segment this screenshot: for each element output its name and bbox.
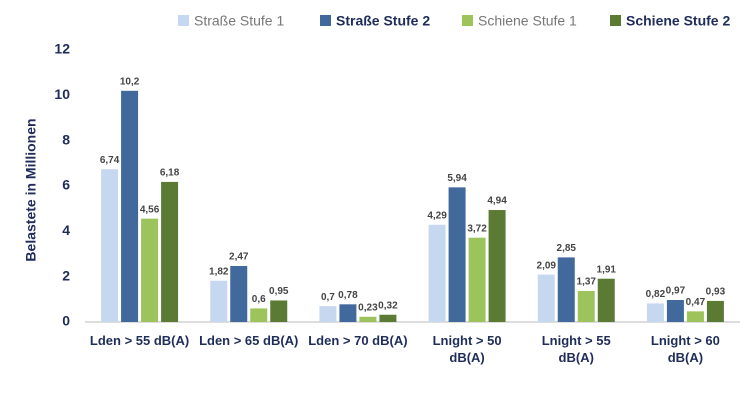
x-tick-label: Lnight > 60 dB(A) xyxy=(650,333,720,365)
bar xyxy=(161,181,179,322)
bar xyxy=(428,224,446,322)
bar xyxy=(557,257,575,322)
data-label: 0,97 xyxy=(666,286,686,297)
data-label: 4,29 xyxy=(427,210,447,221)
legend-label: Schiene Stufe 2 xyxy=(626,13,730,29)
bar xyxy=(597,278,615,322)
bar xyxy=(646,303,664,322)
y-tick-label: 8 xyxy=(62,131,70,147)
bar xyxy=(270,300,288,322)
bar xyxy=(250,308,268,322)
y-axis-label: Belastete in Millionen xyxy=(23,118,39,261)
data-label: 0,23 xyxy=(358,302,378,313)
x-tick-label: Lnight > 50 dB(A) xyxy=(432,333,502,365)
bar xyxy=(210,280,228,322)
legend-label: Straße Stufe 1 xyxy=(194,13,284,29)
x-tick-label: Lden > 70 dB(A) xyxy=(308,333,408,348)
bar xyxy=(141,218,159,322)
data-label: 0,93 xyxy=(706,287,726,298)
data-label: 10,2 xyxy=(120,76,140,87)
data-label: 4,56 xyxy=(140,204,160,215)
bar xyxy=(488,210,506,322)
x-tick-label: Lden > 65 dB(A) xyxy=(199,333,299,348)
data-label: 2,09 xyxy=(537,260,557,271)
bar xyxy=(577,290,595,322)
legend-label: Straße Stufe 2 xyxy=(336,13,430,29)
bar xyxy=(706,300,724,322)
bar xyxy=(686,311,704,322)
bar xyxy=(379,314,397,322)
legend-swatch xyxy=(610,15,621,26)
data-label: 6,18 xyxy=(160,168,180,179)
bar xyxy=(230,266,248,322)
data-label: 6,74 xyxy=(100,155,120,166)
y-tick-label: 0 xyxy=(62,313,70,329)
data-label: 1,91 xyxy=(597,264,617,275)
data-label: 0,7 xyxy=(321,292,335,303)
legend-swatch xyxy=(178,15,189,26)
data-label: 4,94 xyxy=(487,196,507,207)
bar xyxy=(339,304,357,322)
bar xyxy=(319,306,337,322)
y-tick-label: 2 xyxy=(62,267,70,283)
legend-label: Schiene Stufe 1 xyxy=(478,13,577,29)
bar xyxy=(101,169,119,322)
bar xyxy=(121,90,139,322)
data-label: 2,85 xyxy=(557,243,577,254)
data-label: 0,32 xyxy=(378,300,398,311)
data-label: 3,72 xyxy=(467,223,487,234)
y-tick-label: 10 xyxy=(54,86,70,102)
x-tick-label: Lden > 55 dB(A) xyxy=(89,333,190,348)
bar xyxy=(666,300,684,322)
bar xyxy=(537,274,555,322)
data-label: 1,37 xyxy=(577,277,597,288)
data-label: 0,47 xyxy=(686,297,706,308)
bar xyxy=(359,316,377,322)
data-label: 0,6 xyxy=(252,294,266,305)
bar xyxy=(448,187,466,322)
x-tick-label: Lnight > 55 dB(A) xyxy=(541,333,611,365)
y-tick-label: 4 xyxy=(62,222,70,238)
y-tick-label: 12 xyxy=(54,41,70,57)
data-label: 1,82 xyxy=(209,266,229,277)
legend-swatch xyxy=(320,15,331,26)
legend-swatch xyxy=(462,15,473,26)
data-label: 5,94 xyxy=(447,173,467,184)
data-label: 0,95 xyxy=(269,286,289,297)
data-label: 0,82 xyxy=(646,289,666,300)
bar xyxy=(468,237,486,322)
data-label: 2,47 xyxy=(229,252,249,263)
data-label: 0,78 xyxy=(338,290,358,301)
y-tick-label: 6 xyxy=(62,177,70,193)
